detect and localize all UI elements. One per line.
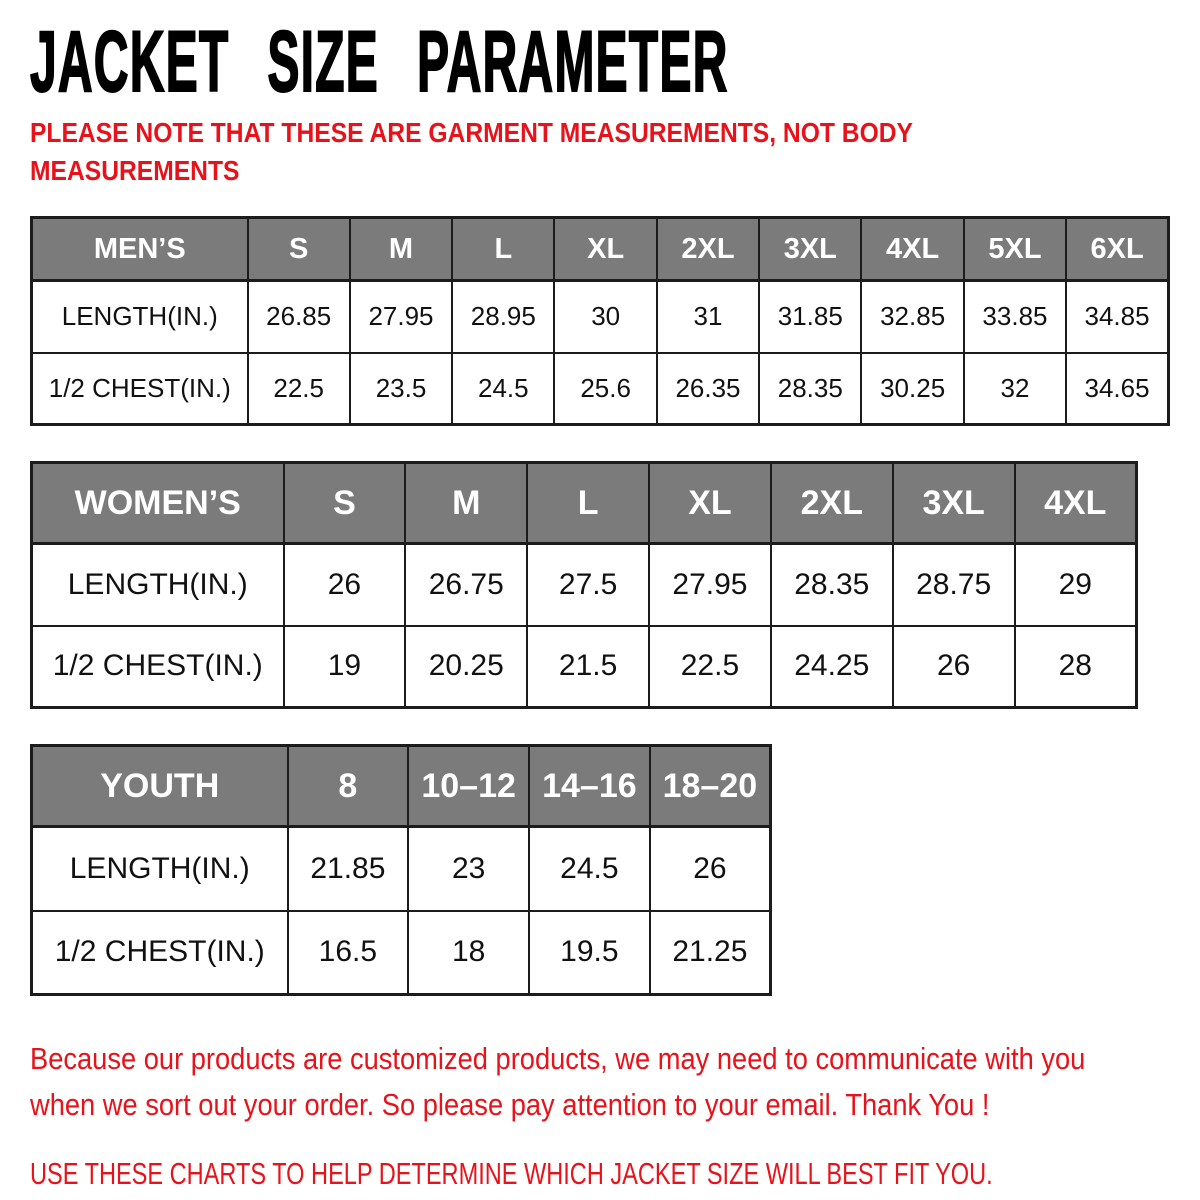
cell-value: 28.35 (769, 542, 894, 627)
mens-size-table: MEN’S S M L XL 2XL 3XL 4XL 5XL 6XL LENGTH(IN.) 26.8… (30, 216, 1170, 426)
customization-notice-line-2: when we sort out your order. So please p… (30, 1087, 990, 1122)
mens-data-row: LENGTH(IN.) 26.85 27.95 28.95 30 31 31.85 32.85… (30, 279, 1170, 354)
womens-data-row: 1/2 CHEST(IN.) 19 20.25 21.5 22.5 24.25 26 28 (30, 624, 1138, 709)
youth-data-row: LENGTH(IN.) 21.85 23 24.5 26 (30, 825, 772, 912)
youth-data-row: 1/2 CHEST(IN.) 16.5 18 19.5 21.25 (30, 909, 772, 996)
youth-header-row: YOUTH 8 10–12 14–16 18–20 (30, 744, 772, 828)
womens-size-header: 2XL (769, 461, 894, 545)
cell-value: 21.85 (286, 825, 410, 912)
cell-value: 20.25 (404, 624, 529, 709)
cell-value: 30.25 (860, 351, 965, 426)
cell-value: 27.95 (348, 279, 454, 354)
cell-value: 31 (655, 279, 761, 354)
womens-table: WOMEN’S S M L XL 2XL 3XL 4XL LENGTH(IN.) 26 26.75 2… (30, 461, 1138, 709)
mens-size-header: S (246, 216, 351, 282)
mens-data-row: 1/2 CHEST(IN.) 22.5 23.5 24.5 25.6 26.35 28.35… (30, 351, 1170, 426)
youth-size-header: 8 (286, 744, 410, 828)
cell-value: 32 (962, 351, 1068, 426)
cell-value: 22.5 (648, 624, 772, 709)
usage-instruction-text: USE THESE CHARTS TO HELP DETERMINE WHICH… (30, 1156, 993, 1191)
womens-header-row: WOMEN’S S M L XL 2XL 3XL 4XL (30, 461, 1138, 545)
cell-value: 24.5 (451, 351, 556, 426)
mens-table: MEN’S S M L XL 2XL 3XL 4XL 5XL 6XL LENGTH(IN.) 26.8… (30, 216, 1170, 426)
cell-value: 24.5 (528, 825, 651, 912)
row-label: LENGTH(IN.) (30, 279, 249, 354)
mens-header-row: MEN’S S M L XL 2XL 3XL 4XL 5XL 6XL (30, 216, 1170, 282)
womens-data-row: LENGTH(IN.) 26 26.75 27.5 27.95 28.35 28.75 29 (30, 542, 1138, 627)
mens-size-header: M (348, 216, 454, 282)
cell-value: 27.95 (648, 542, 772, 627)
cell-value: 32.85 (860, 279, 965, 354)
youth-size-header: 10–12 (407, 744, 530, 828)
mens-group-header: MEN’S (30, 216, 249, 282)
cell-value: 24.25 (769, 624, 894, 709)
cell-value: 22.5 (246, 351, 351, 426)
cell-value: 34.65 (1065, 351, 1170, 426)
cell-value: 26 (282, 542, 407, 627)
row-label: 1/2 CHEST(IN.) (30, 624, 285, 709)
row-label: LENGTH(IN.) (30, 542, 285, 627)
cell-value: 28.35 (758, 351, 863, 426)
cell-value: 26.85 (246, 279, 351, 354)
womens-size-header: XL (648, 461, 772, 545)
cell-value: 28.75 (891, 542, 1016, 627)
womens-size-header: S (282, 461, 407, 545)
cell-value: 26 (648, 825, 772, 912)
youth-table: YOUTH 8 10–12 14–16 18–20 LENGTH(IN.) 21.85 23 2… (30, 744, 772, 996)
cell-value: 19 (282, 624, 407, 709)
cell-value: 21.25 (648, 909, 772, 996)
youth-size-header: 14–16 (528, 744, 651, 828)
cell-value: 27.5 (526, 542, 651, 627)
cell-value: 30 (553, 279, 658, 354)
note-line-1: PLEASE NOTE THAT THESE ARE GARMENT MEASU… (30, 117, 913, 148)
womens-size-header: 3XL (891, 461, 1016, 545)
womens-size-header: M (404, 461, 529, 545)
cell-value: 18 (407, 909, 530, 996)
youth-group-header: YOUTH (30, 744, 289, 828)
cell-value: 21.5 (526, 624, 651, 709)
page-title-text: JACKET SIZE PARAMETER (29, 14, 729, 110)
cell-value: 26.35 (655, 351, 761, 426)
mens-size-header: L (451, 216, 556, 282)
cell-value: 33.85 (962, 279, 1068, 354)
cell-value: 23.5 (348, 351, 454, 426)
cell-value: 26.75 (404, 542, 529, 627)
usage-instruction: USE THESE CHARTS TO HELP DETERMINE WHICH… (30, 1154, 1170, 1194)
womens-size-header: 4XL (1013, 461, 1138, 545)
cell-value: 26 (891, 624, 1016, 709)
cell-value: 23 (407, 825, 530, 912)
mens-size-header: 3XL (758, 216, 863, 282)
cell-value: 31.85 (758, 279, 863, 354)
mens-size-header: 6XL (1065, 216, 1170, 282)
mens-size-header: 5XL (962, 216, 1068, 282)
cell-value: 16.5 (286, 909, 410, 996)
cell-value: 25.6 (553, 351, 658, 426)
customization-notice: Because our products are customized prod… (30, 1036, 1170, 1128)
mens-size-header: XL (553, 216, 658, 282)
page-title: JACKET SIZE PARAMETER (29, 14, 1170, 110)
womens-size-header: L (526, 461, 651, 545)
youth-size-table: YOUTH 8 10–12 14–16 18–20 LENGTH(IN.) 21.85 23 2… (30, 744, 1170, 996)
note-line-2: MEASUREMENTS (30, 155, 240, 186)
cell-value: 29 (1013, 542, 1138, 627)
cell-value: 28.95 (451, 279, 556, 354)
row-label: 1/2 CHEST(IN.) (30, 909, 289, 996)
womens-group-header: WOMEN’S (30, 461, 285, 545)
cell-value: 19.5 (528, 909, 651, 996)
womens-size-table: WOMEN’S S M L XL 2XL 3XL 4XL LENGTH(IN.) 26 26.75 2… (30, 461, 1170, 709)
garment-measurement-note: PLEASE NOTE THAT THESE ARE GARMENT MEASU… (30, 114, 1170, 190)
mens-size-header: 2XL (655, 216, 761, 282)
cell-value: 34.85 (1065, 279, 1170, 354)
row-label: LENGTH(IN.) (30, 825, 289, 912)
customization-notice-line-1: Because our products are customized prod… (30, 1041, 1086, 1076)
row-label: 1/2 CHEST(IN.) (30, 351, 249, 426)
cell-value: 28 (1013, 624, 1138, 709)
mens-size-header: 4XL (860, 216, 965, 282)
youth-size-header: 18–20 (648, 744, 772, 828)
